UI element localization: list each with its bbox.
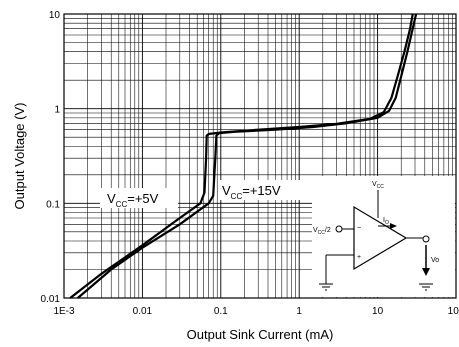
vo-arrow-head [422, 268, 430, 276]
curves [69, 13, 418, 299]
test-circuit-inset: VCC − + VCC/2 IO Vo [312, 176, 455, 297]
inset-input-terminal [335, 225, 343, 233]
series-label-bg-vcc5 [100, 188, 178, 208]
inset-io-label: IO [383, 217, 389, 226]
x-tick-labels: 1E-3 0.01 0.1 1 10 100 [53, 306, 459, 317]
inset-vcc-label: VCC [372, 181, 384, 190]
y-tick-label: 10 [49, 10, 61, 21]
series-line-2 [77, 13, 418, 299]
inset-input-label: VCC/2 [313, 227, 331, 236]
series-label-vcc5: VCC=+5V [107, 191, 159, 209]
y-tick-label: 0.01 [41, 294, 61, 305]
series-label-vcc15: VCC=+15V [222, 183, 281, 201]
opamp-inverting-sign: − [357, 225, 361, 232]
y-tick-label: 1 [54, 105, 60, 116]
x-axis-label: Output Sink Current (mA) [187, 327, 334, 342]
y-tick-labels: 0.01 0.1 1 10 [41, 10, 61, 305]
series-label-bg-vcc15 [218, 180, 300, 200]
inset-vo-label: Vo [431, 257, 439, 264]
opamp-noninverting-sign: + [357, 254, 361, 261]
plot-frame [63, 13, 457, 299]
inset-output-terminal [422, 235, 430, 243]
y-axis-label: Output Voltage (V) [12, 103, 27, 210]
x-tick-label: 1E-3 [53, 306, 75, 317]
io-arrow-head [390, 223, 397, 229]
opamp-symbol [353, 205, 408, 271]
x-tick-label: 1 [296, 306, 302, 317]
x-tick-label: 0.01 [133, 306, 153, 317]
x-tick-label: 100 [448, 306, 459, 317]
y-tick-label: 0.1 [46, 199, 60, 210]
x-tick-label: 0.1 [214, 306, 228, 317]
x-tick-label: 10 [372, 306, 384, 317]
